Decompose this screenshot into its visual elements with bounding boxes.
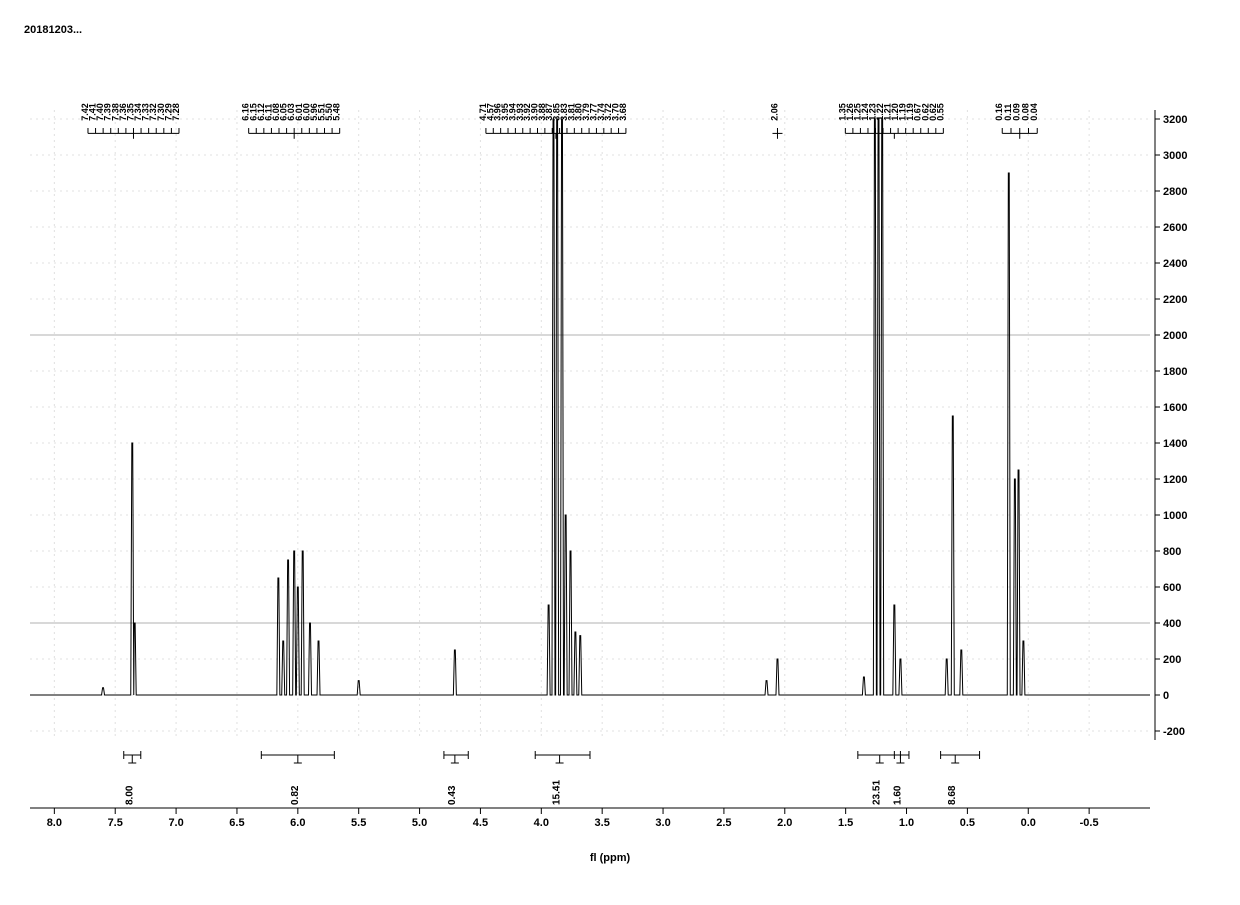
- svg-text:5.5: 5.5: [351, 817, 366, 829]
- svg-text:1.5: 1.5: [838, 817, 853, 829]
- svg-text:4.5: 4.5: [473, 817, 488, 829]
- svg-text:0.5: 0.5: [960, 817, 975, 829]
- svg-text:4.0: 4.0: [534, 817, 549, 829]
- svg-text:15.41: 15.41: [552, 780, 563, 805]
- svg-text:2.06: 2.06: [769, 103, 779, 121]
- svg-text:3000: 3000: [1163, 150, 1187, 162]
- spectrum-svg: 8.0 7.5 7.0 6.5 6.0 5.5 5.0 4.5 4.0 3.5 3.0 2.5 2.0 1…: [20, 20, 1200, 870]
- svg-text:-0.5: -0.5: [1080, 817, 1099, 829]
- svg-text:1800: 1800: [1163, 366, 1187, 378]
- svg-text:1200: 1200: [1163, 474, 1187, 486]
- svg-text:5.48: 5.48: [332, 103, 342, 121]
- svg-text:3.5: 3.5: [595, 817, 610, 829]
- svg-text:8.0: 8.0: [47, 817, 62, 829]
- x-axis-label: fl (ppm): [590, 852, 630, 864]
- svg-text:2600: 2600: [1163, 222, 1187, 234]
- nmr-plot: 20181203... 8.07.57.06.56.05.55.04.54.03…: [20, 20, 1200, 870]
- svg-text:2.5: 2.5: [716, 817, 731, 829]
- svg-text:2400: 2400: [1163, 258, 1187, 270]
- svg-text:7.28: 7.28: [171, 103, 181, 121]
- svg-text:200: 200: [1163, 654, 1181, 666]
- svg-text:7.0: 7.0: [168, 817, 183, 829]
- svg-text:8.00: 8.00: [124, 785, 135, 805]
- svg-text:6.0: 6.0: [290, 817, 305, 829]
- svg-text:3.68: 3.68: [618, 103, 628, 121]
- svg-text:1000: 1000: [1163, 510, 1187, 522]
- svg-text:2200: 2200: [1163, 294, 1187, 306]
- svg-text:0.82: 0.82: [290, 785, 301, 805]
- svg-text:800: 800: [1163, 546, 1181, 558]
- svg-text:-200: -200: [1163, 726, 1185, 738]
- svg-text:23.51: 23.51: [872, 780, 883, 805]
- svg-text:0.43: 0.43: [447, 785, 458, 805]
- svg-text:0.0: 0.0: [1021, 817, 1036, 829]
- svg-text:0: 0: [1163, 690, 1169, 702]
- svg-text:1.60: 1.60: [892, 785, 903, 805]
- svg-text:3.0: 3.0: [655, 817, 670, 829]
- svg-text:2000: 2000: [1163, 330, 1187, 342]
- svg-text:0.04: 0.04: [1029, 103, 1039, 121]
- svg-text:0.55: 0.55: [935, 103, 945, 121]
- svg-text:400: 400: [1163, 618, 1181, 630]
- svg-text:7.5: 7.5: [108, 817, 123, 829]
- svg-text:8.68: 8.68: [947, 785, 958, 805]
- svg-text:6.5: 6.5: [229, 817, 244, 829]
- svg-text:600: 600: [1163, 582, 1181, 594]
- svg-text:1400: 1400: [1163, 438, 1187, 450]
- svg-text:5.0: 5.0: [412, 817, 427, 829]
- svg-text:2.0: 2.0: [777, 817, 792, 829]
- svg-text:1.0: 1.0: [899, 817, 914, 829]
- svg-text:3200: 3200: [1163, 114, 1187, 126]
- svg-text:1600: 1600: [1163, 402, 1187, 414]
- svg-text:2800: 2800: [1163, 186, 1187, 198]
